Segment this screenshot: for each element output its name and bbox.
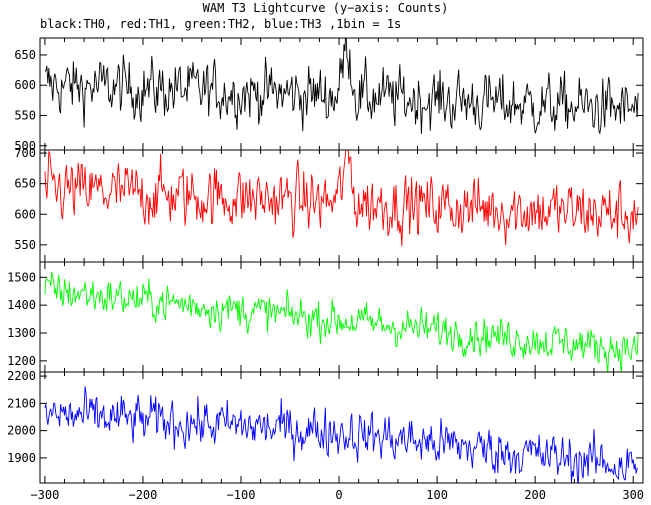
series-th1 xyxy=(44,150,639,247)
panel-frame xyxy=(39,261,644,373)
panel-th2: 1200 1300 1400 1500 xyxy=(7,261,644,373)
y-tick-label: 550 xyxy=(14,108,36,122)
series-th2 xyxy=(44,271,639,372)
y-tick-label: 550 xyxy=(14,238,36,252)
y-tick-label: 600 xyxy=(14,207,36,221)
chart-subtitle: black:TH0, red:TH1, green:TH2, blue:TH3 … xyxy=(40,17,402,31)
series-th0 xyxy=(44,38,639,135)
y-tick-label: 500 xyxy=(14,139,36,153)
x-tick-label: 100 xyxy=(426,488,448,502)
panel-th3: 1900 2000 2100 2200 xyxy=(7,369,644,484)
y-tick-label: 650 xyxy=(14,177,36,191)
y-tick-label: 1300 xyxy=(7,326,36,340)
chart-title: WAM T3 Lightcurve (y−axis: Counts) xyxy=(202,1,449,15)
x-tick-label: 200 xyxy=(524,488,546,502)
panel-frame xyxy=(39,37,644,151)
y-tick-label: 600 xyxy=(14,78,36,92)
x-tick-label: 0 xyxy=(335,488,342,502)
y-tick-label: 1500 xyxy=(7,270,36,284)
panel-frame xyxy=(39,371,644,484)
panel-th1: 550 600 650 700 xyxy=(14,146,644,263)
x-tick-label: −200 xyxy=(128,488,157,502)
y-tick-label: 2000 xyxy=(7,424,36,438)
panel-th0: 500 550 600 650 xyxy=(14,37,644,153)
panel-frame xyxy=(39,149,644,263)
y-tick-label: 700 xyxy=(14,146,36,160)
x-tick-label: −300 xyxy=(30,488,59,502)
y-tick-label: 1900 xyxy=(7,451,36,465)
y-tick-label: 1200 xyxy=(7,354,36,368)
x-tick-label: −100 xyxy=(227,488,256,502)
y-tick-label: 2100 xyxy=(7,396,36,410)
series-th3 xyxy=(44,386,639,483)
y-tick-label: 650 xyxy=(14,48,36,62)
y-tick-label: 2200 xyxy=(7,369,36,383)
y-tick-label: 1400 xyxy=(7,298,36,312)
x-tick-label: 300 xyxy=(622,488,644,502)
